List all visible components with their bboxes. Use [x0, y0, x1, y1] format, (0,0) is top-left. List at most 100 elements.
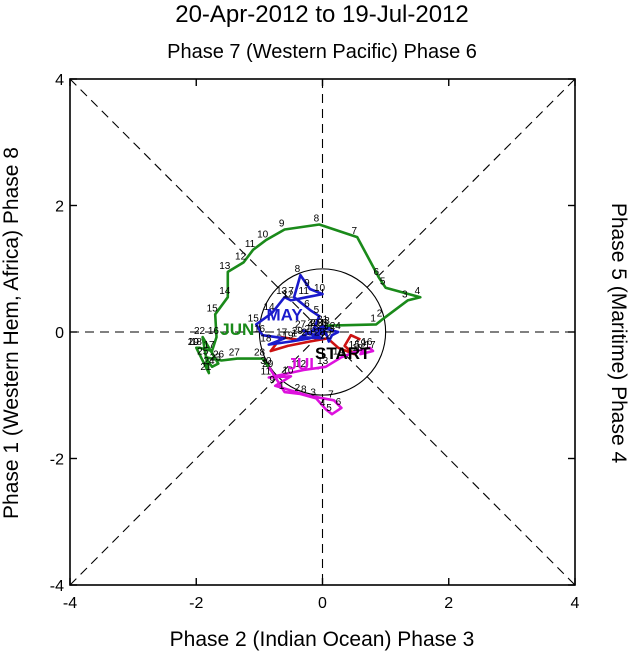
day-label-jun: 13: [219, 261, 231, 272]
series-line-jul: [267, 346, 375, 416]
series-line-may: [254, 273, 340, 346]
day-label-jun: 14: [219, 286, 231, 297]
x-tick-label: -4: [63, 595, 77, 612]
x-tick-label: 2: [444, 595, 453, 612]
day-label-jun: 10: [257, 229, 269, 240]
day-label-jun: 7: [351, 226, 357, 237]
y-tick-label: 0: [55, 325, 64, 342]
series-line-jun: [195, 223, 422, 375]
day-label-jun: 2: [377, 308, 383, 319]
x-tick-label: 4: [571, 595, 580, 612]
day-label-jun: 23: [210, 353, 222, 364]
day-label-may: 31: [317, 315, 329, 326]
day-label-may: 18: [260, 334, 272, 345]
chart-subtitle: Phase 7 (Western Pacific) Phase 6: [167, 41, 477, 63]
day-label-jun: 22: [194, 326, 206, 337]
day-label-may: 8: [295, 264, 301, 275]
day-label-jun: 12: [235, 251, 247, 262]
day-label-jun: 24: [203, 356, 215, 367]
month-label-jun: JUN: [220, 320, 254, 339]
y-tick-label: 4: [55, 72, 64, 89]
y-tick-label: -2: [50, 452, 64, 469]
day-label-may: 25: [317, 318, 329, 329]
y-tick-label: -4: [50, 578, 64, 595]
day-label-jun: 8: [314, 213, 320, 224]
day-label-may: 7: [288, 286, 294, 297]
day-label-may: 3: [324, 316, 330, 327]
trajectory-series: [195, 223, 422, 416]
day-label-jun: 30: [260, 356, 272, 367]
day-label-jul: 12: [295, 359, 307, 370]
day-label-may: 24: [330, 321, 342, 332]
day-label-jul: 2: [295, 383, 301, 394]
day-label-jun: 16: [208, 326, 220, 337]
month-label-may: MAY: [267, 305, 304, 324]
day-label-jun: 20: [188, 337, 200, 348]
day-label-jul: 17: [364, 340, 376, 351]
y-axis-label-right: Phase 5 (Maritime) Phase 4: [607, 203, 628, 464]
day-label-jul: 9: [269, 375, 275, 386]
day-label-may: 22: [320, 330, 332, 341]
day-label-jun: 26: [213, 349, 225, 360]
day-label-may: 15: [248, 313, 260, 324]
day-label-jun: 9: [279, 219, 285, 230]
day-label-jul: 6: [336, 397, 342, 408]
day-label-may: 21: [317, 321, 329, 332]
day-label-jun: 29: [262, 359, 274, 370]
day-label-may: 10: [314, 283, 326, 294]
day-label-may: 26: [304, 324, 316, 335]
x-tick-label: 0: [318, 595, 327, 612]
day-label-jul: 8: [301, 384, 307, 395]
day-label-jun: 4: [415, 286, 421, 297]
x-tick-label: -2: [189, 595, 203, 612]
day-label-may: 2: [310, 318, 316, 329]
day-label-may: 30: [308, 318, 320, 329]
day-label-jun: 5: [380, 277, 386, 288]
day-label-jul: 13: [317, 356, 329, 367]
month-label-jul: JUL: [288, 355, 320, 374]
day-label-jul: 19: [355, 339, 367, 350]
day-label-may: 16: [254, 324, 266, 335]
day-label-may: 19: [282, 330, 294, 341]
start-label: START: [315, 344, 371, 363]
day-label-jul: 15: [349, 340, 361, 351]
day-label-may: 9: [304, 278, 310, 289]
day-label-jul: 10: [282, 365, 294, 376]
x-axis-label: Phase 2 (Indian Ocean) Phase 3: [170, 628, 475, 651]
day-label-may: 23: [323, 324, 335, 335]
day-label-may: 20: [301, 327, 313, 338]
day-label-may: 12: [282, 289, 294, 300]
day-label-jun: 6: [374, 267, 380, 278]
y-tick-label: 2: [55, 199, 64, 216]
day-label-jun: 27: [229, 348, 241, 359]
chart-title: 20-Apr-2012 to 19-Jul-2012: [175, 1, 469, 28]
day-label-jun: 18: [191, 337, 203, 348]
day-label-jun: 17: [203, 340, 215, 351]
day-label-jun: 1: [370, 313, 376, 324]
day-label-may: 4: [307, 320, 313, 331]
day-label-may: 6: [304, 299, 310, 310]
day-label-jul: 18: [352, 343, 364, 354]
day-label-may: 28: [314, 327, 326, 338]
day-label-jun: 3: [402, 289, 408, 300]
day-label-may: 5: [314, 305, 320, 316]
day-label-jul: 14: [333, 346, 345, 357]
day-label-jun: 25: [197, 346, 209, 357]
day-label-jul: 1: [279, 381, 285, 392]
day-label-jul: 16: [361, 337, 373, 348]
day-label-jun: 21: [200, 362, 212, 373]
day-label-may: 13: [276, 286, 288, 297]
day-label-jun: 28: [254, 348, 266, 359]
y-axis-label-left: Phase 1 (Western Hem, Africa) Phase 8: [0, 147, 23, 519]
day-label-may: 14: [263, 302, 275, 313]
day-label-jul: 5: [326, 403, 332, 414]
day-label-jun: 11: [245, 239, 256, 250]
day-label-may: 29: [292, 326, 304, 337]
day-label-may: 11: [299, 286, 310, 297]
day-label-may: 1: [291, 329, 297, 340]
day-label-jul: 4: [320, 398, 326, 409]
day-label-may: 27: [295, 320, 307, 331]
